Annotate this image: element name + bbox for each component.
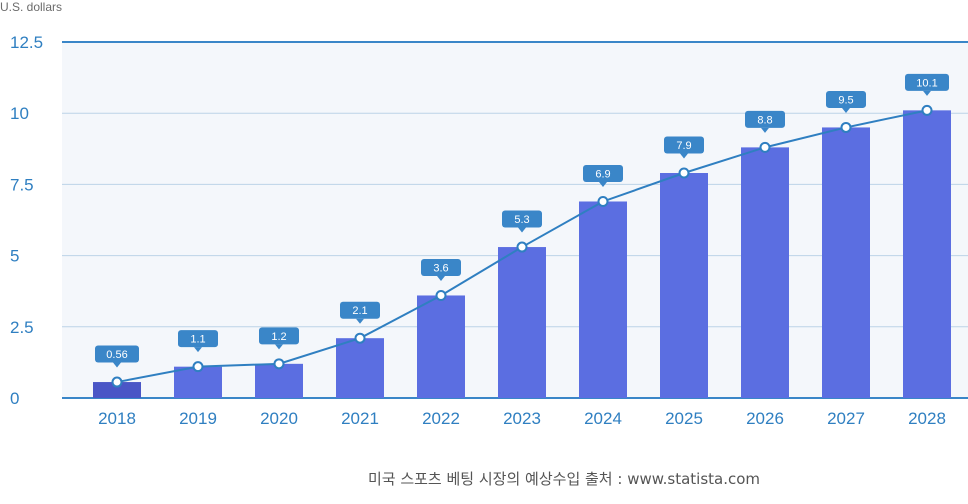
value-label-pointer xyxy=(680,153,688,159)
value-label-pointer xyxy=(113,362,121,368)
value-label-box xyxy=(259,327,299,345)
trend-point xyxy=(435,289,447,301)
value-label: 6.9 xyxy=(583,164,623,187)
value-label: 2.1 xyxy=(340,301,380,324)
value-label-pointer xyxy=(518,227,526,233)
value-label-text: 1.2 xyxy=(271,331,286,343)
x-tick-label: 2022 xyxy=(422,409,460,428)
value-label-text: 0.56 xyxy=(106,349,127,361)
bar xyxy=(741,147,789,398)
bar xyxy=(336,338,384,398)
x-tick-label: 2026 xyxy=(746,409,784,428)
x-tick-label: 2020 xyxy=(260,409,298,428)
bar xyxy=(903,110,951,399)
trend-line xyxy=(111,104,933,388)
value-label-box xyxy=(826,90,866,108)
value-label-box xyxy=(745,110,785,128)
source-caption: 미국 스포츠 베팅 시장의 예상수입 출처 : www.statista.com xyxy=(367,470,761,488)
bar xyxy=(255,363,303,398)
trend-point xyxy=(273,358,285,370)
trend-point xyxy=(516,241,528,253)
value-label: 7.9 xyxy=(664,136,704,159)
trend-point xyxy=(192,361,204,373)
bars xyxy=(93,110,951,399)
x-tick-label: 2025 xyxy=(665,409,703,428)
value-label-box xyxy=(583,164,623,182)
value-label-text: 5.3 xyxy=(514,214,529,226)
value-labels: 0.56 1.1 1.2 2.1 3.6 5.3 6.9 7.9 8.8 9.5 10.1 xyxy=(95,73,949,368)
y-tick-label: 10 xyxy=(10,104,29,123)
value-label-pointer xyxy=(275,344,283,350)
trend-point xyxy=(921,104,933,116)
value-label-box xyxy=(340,301,380,319)
bar xyxy=(498,247,546,398)
value-label-pointer xyxy=(194,347,202,353)
bar xyxy=(822,127,870,398)
value-label-pointer xyxy=(761,127,769,133)
value-label-box xyxy=(178,330,218,348)
value-label: 10.1 xyxy=(905,73,949,96)
value-label-pointer xyxy=(842,107,850,113)
bar xyxy=(417,295,465,398)
value-label-text: 10.1 xyxy=(916,77,937,89)
value-label-pointer xyxy=(437,275,445,281)
y-axis-unit-label: U.S. dollars xyxy=(0,0,63,14)
y-tick-label: 5 xyxy=(10,247,19,266)
value-label-text: 8.8 xyxy=(757,114,772,126)
y-tick-label: 12.5 xyxy=(10,33,43,52)
value-label: 8.8 xyxy=(745,110,785,133)
value-label-text: 3.6 xyxy=(433,262,448,274)
x-tick-label: 2018 xyxy=(98,409,136,428)
value-label: 5.3 xyxy=(502,210,542,233)
value-label-box xyxy=(502,210,542,228)
y-axis-ticks: 0 2.5 5 7.5 10 12.5 xyxy=(10,33,43,408)
value-label-text: 9.5 xyxy=(838,94,853,106)
x-tick-label: 2023 xyxy=(503,409,541,428)
value-label-text: 1.1 xyxy=(190,334,205,346)
value-label-pointer xyxy=(356,318,364,324)
x-tick-label: 2019 xyxy=(179,409,217,428)
value-label-text: 6.9 xyxy=(595,168,610,180)
trend-point xyxy=(111,376,123,388)
value-label-pointer xyxy=(599,181,607,187)
bar xyxy=(660,173,708,398)
bar xyxy=(579,201,627,398)
trend-point xyxy=(759,141,771,153)
value-label-box xyxy=(664,136,704,154)
value-label-box xyxy=(421,258,461,276)
x-tick-label: 2021 xyxy=(341,409,379,428)
x-tick-label: 2028 xyxy=(908,409,946,428)
value-label-text: 2.1 xyxy=(352,305,367,317)
value-label: 1.1 xyxy=(178,330,218,353)
trend-point xyxy=(354,332,366,344)
value-label: 3.6 xyxy=(421,258,461,281)
value-label-box xyxy=(905,73,949,91)
trend-point xyxy=(597,195,609,207)
x-axis-ticks: 2018 2019 2020 2021 2022 2023 2024 2025 2026 2027… xyxy=(98,409,946,428)
value-label: 0.56 xyxy=(95,345,139,368)
value-label-pointer xyxy=(923,90,931,96)
value-label-text: 7.9 xyxy=(676,140,691,152)
x-tick-label: 2024 xyxy=(584,409,622,428)
y-tick-label: 2.5 xyxy=(10,318,34,337)
trend-point xyxy=(840,121,852,133)
bar xyxy=(93,382,141,398)
y-tick-label: 0 xyxy=(10,389,19,408)
value-label: 1.2 xyxy=(259,327,299,350)
trend-point xyxy=(678,167,690,179)
value-label-box xyxy=(95,345,139,363)
value-label: 9.5 xyxy=(826,90,866,113)
y-tick-label: 7.5 xyxy=(10,175,34,194)
x-tick-label: 2027 xyxy=(827,409,865,428)
